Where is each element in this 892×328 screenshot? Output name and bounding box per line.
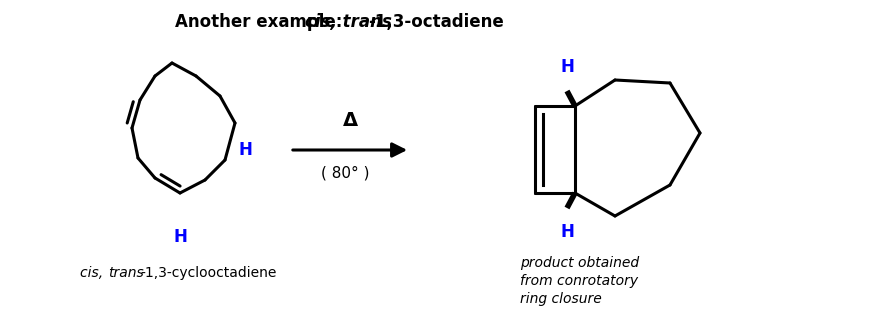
Text: H: H xyxy=(560,223,574,241)
Text: trans: trans xyxy=(108,266,144,280)
Text: ring closure: ring closure xyxy=(520,292,602,306)
Text: Another example:: Another example: xyxy=(175,13,348,31)
Text: H: H xyxy=(173,228,187,246)
Text: H: H xyxy=(238,141,252,159)
Text: from conrotatory: from conrotatory xyxy=(520,274,638,288)
Text: -1,3-octadiene: -1,3-octadiene xyxy=(368,13,504,31)
Text: cis,: cis, xyxy=(80,266,108,280)
Text: ( 80° ): ( 80° ) xyxy=(321,165,369,180)
Text: cis, trans: cis, trans xyxy=(305,13,392,31)
Text: Δ: Δ xyxy=(343,111,358,130)
Text: H: H xyxy=(560,58,574,76)
Text: product obtained: product obtained xyxy=(520,256,640,270)
Text: -1,3-cyclooctadiene: -1,3-cyclooctadiene xyxy=(140,266,277,280)
